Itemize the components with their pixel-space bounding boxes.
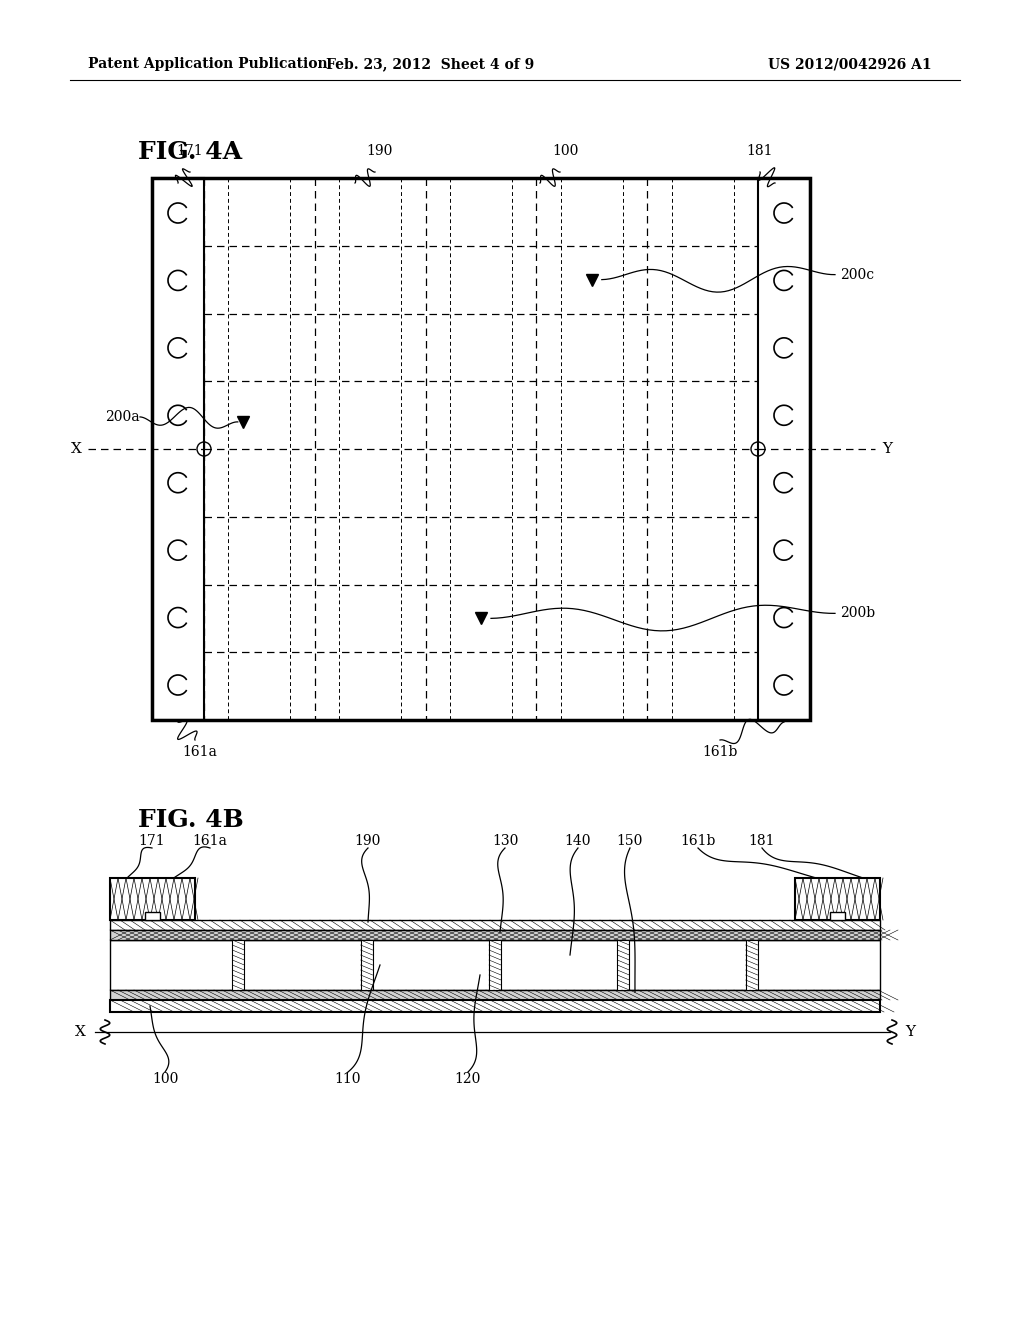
Bar — [795, 878, 880, 920]
Bar — [110, 940, 880, 990]
Text: Patent Application Publication: Patent Application Publication — [88, 57, 328, 71]
Text: 161b: 161b — [702, 744, 737, 759]
Text: X: X — [75, 1026, 85, 1039]
Text: 200a: 200a — [105, 411, 139, 424]
Bar — [360, 940, 373, 990]
Bar — [110, 878, 195, 920]
Text: X: X — [71, 442, 82, 455]
Bar — [617, 940, 630, 990]
Text: US 2012/0042926 A1: US 2012/0042926 A1 — [768, 57, 932, 71]
Text: Y: Y — [882, 442, 892, 455]
Text: 171: 171 — [138, 834, 165, 847]
Text: 120: 120 — [455, 1072, 481, 1086]
Text: 100: 100 — [152, 1072, 178, 1086]
Text: 130: 130 — [492, 834, 518, 847]
Text: 200c: 200c — [840, 268, 874, 281]
Text: 190: 190 — [354, 834, 381, 847]
Text: 190: 190 — [367, 144, 393, 158]
Text: 171: 171 — [177, 144, 204, 158]
Bar — [232, 940, 245, 990]
Bar — [758, 178, 810, 719]
Text: Y: Y — [905, 1026, 915, 1039]
Text: 161b: 161b — [680, 834, 716, 847]
Text: 100: 100 — [552, 144, 579, 158]
Text: 140: 140 — [565, 834, 591, 847]
Text: 150: 150 — [616, 834, 643, 847]
Text: 181: 181 — [749, 834, 775, 847]
Text: 161a: 161a — [193, 834, 227, 847]
Bar — [830, 912, 845, 920]
Bar — [745, 940, 758, 990]
Bar — [152, 178, 204, 719]
Text: FIG. 4B: FIG. 4B — [138, 808, 244, 832]
Bar — [110, 920, 880, 931]
Bar — [145, 912, 160, 920]
Text: 161a: 161a — [182, 744, 217, 759]
Bar — [110, 1001, 880, 1012]
Text: 181: 181 — [746, 144, 773, 158]
Text: FIG. 4A: FIG. 4A — [138, 140, 242, 164]
Bar — [110, 931, 880, 940]
Bar — [152, 178, 810, 719]
Text: 200b: 200b — [840, 606, 876, 620]
Text: 110: 110 — [335, 1072, 361, 1086]
Text: Feb. 23, 2012  Sheet 4 of 9: Feb. 23, 2012 Sheet 4 of 9 — [326, 57, 535, 71]
Bar — [489, 940, 501, 990]
Bar — [110, 990, 880, 1001]
